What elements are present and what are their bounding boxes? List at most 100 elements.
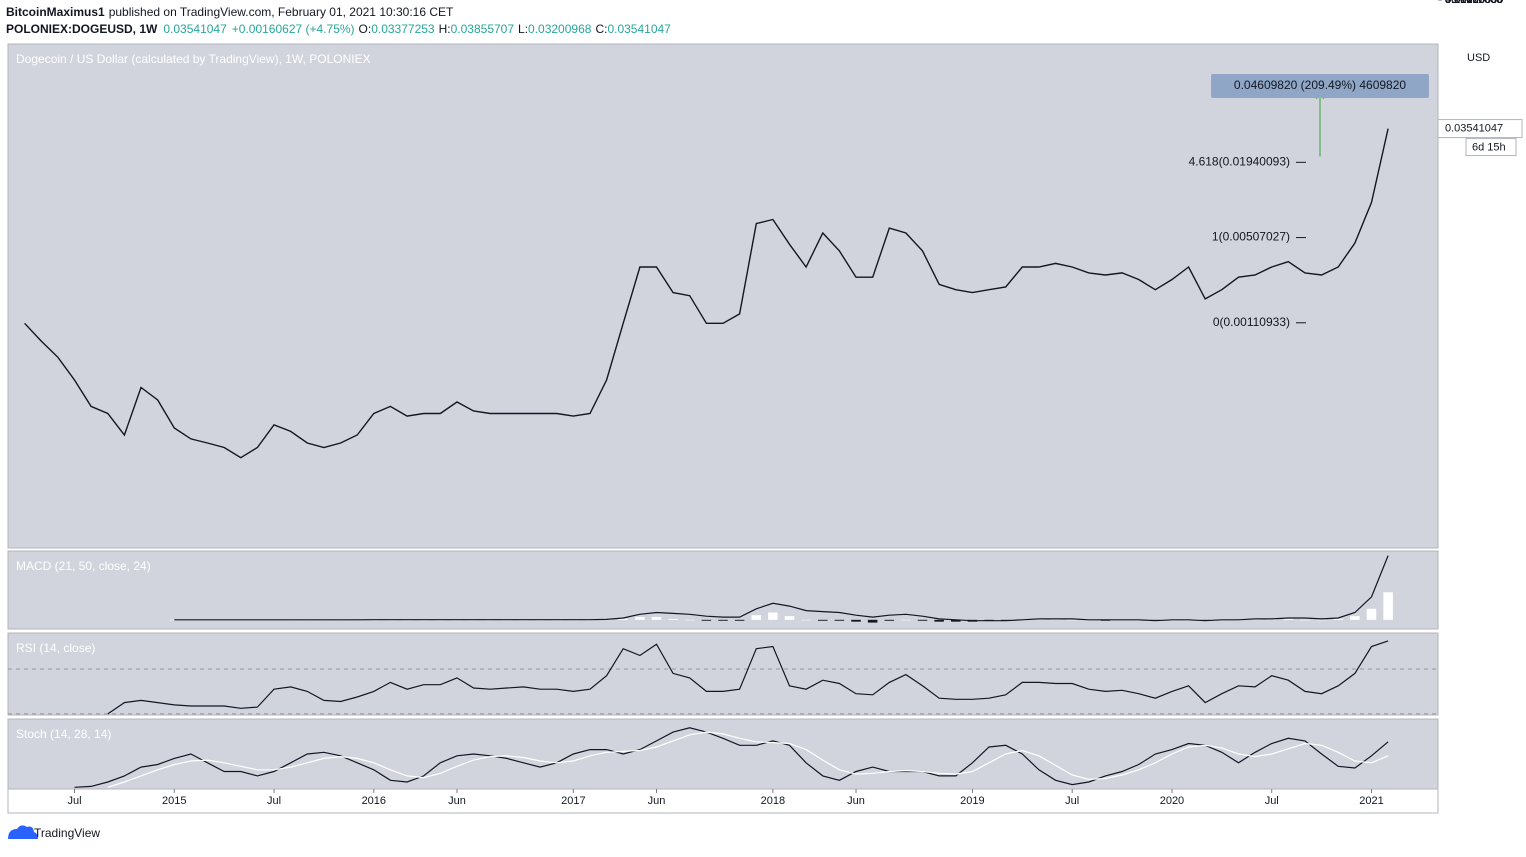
footer-brand[interactable]: TradingView [8,825,100,840]
y-tick-label: 0.02000000 [1445,0,1503,6]
y-tick-label: 0.00700000 [1445,0,1503,6]
macd-histogram-bar [684,619,695,621]
last-price-label: 0.03541047 [1445,122,1503,134]
price-change: +0.00160627 (+4.75%) [232,22,355,36]
y-tick-label: 0.00025000 [1445,0,1503,6]
author: BitcoinMaximus1 [6,5,105,19]
published-info: published on TradingView.com, February 0… [109,5,454,19]
macd-histogram-bar [718,619,728,621]
y-tick-label: 0.06000000 [1445,0,1503,6]
pane-background [7,632,1439,716]
x-tick-label: Jun [847,795,865,807]
pane-title: Stoch (14, 28, 14) [16,727,111,741]
ohlc-value: 0.03855707 [451,22,515,36]
x-tick-label: Jul [267,795,281,807]
macd-histogram-bar [701,619,712,621]
y-tick-label: 0.00011000 [1445,0,1502,6]
last-price: 0.03541047 [163,22,227,36]
macd-histogram-bar [1366,608,1377,620]
x-tick-label: Jun [648,795,666,807]
macd-histogram-bar [1067,619,1077,621]
macd-histogram-bar [1350,616,1360,620]
series-line [107,731,1389,788]
y-tick-label: 0.00050000 [1445,0,1503,6]
x-tick-label: 2018 [761,795,785,807]
time-axis [7,788,1439,814]
pane-title: Dogecoin / US Dollar (calculated by Trad… [16,52,371,66]
macd-histogram-bar [917,619,928,621]
y-tick-label: 0.00090000 [1445,0,1503,6]
macd-histogram-bar [651,617,662,620]
macd-histogram-bar [1300,619,1310,621]
y-tick-label: 0.00150000 [1445,0,1503,6]
y-tick-label: 40.00 [1445,0,1473,6]
y-tick-label: 0.00400000 [1445,0,1503,6]
fib-label: 4.618(0.01940093) [1189,154,1290,168]
fib-label: 1(0.00507027) [1212,230,1290,244]
pane-title: RSI (14, close) [16,641,95,655]
countdown-label: 6d 15h [1472,141,1506,153]
x-tick-label: Jun [448,795,466,807]
y-tick-label: 40.00 [1445,0,1473,6]
ohlc-value: 0.03541047 [607,22,671,36]
brand-name: TradingView [34,826,100,840]
macd-histogram-bar [1383,592,1393,620]
pane-background [7,718,1439,790]
x-tick-label: 2019 [960,795,984,807]
macd-histogram-bar [734,619,745,621]
ohlc-label: L: [518,22,528,36]
x-tick-label: Jul [1265,795,1279,807]
macd-histogram-bar [884,619,895,621]
macd-histogram-bar [1316,619,1327,621]
last-price-tag [1437,119,1523,139]
x-tick-label: 2016 [362,795,386,807]
measure-box [1211,74,1429,98]
series-line [74,727,1389,788]
macd-histogram-bar [618,618,628,620]
series-line [174,555,1389,622]
x-tick-label: 2021 [1359,795,1383,807]
x-tick-label: Jul [1065,795,1079,807]
series-line [107,640,1389,715]
y-tick-label: 0.00003000 [1445,0,1503,6]
y-tick-label: 0.00000000 [1445,0,1503,6]
x-tick-label: Jul [67,795,81,807]
x-tick-label: 2020 [1160,795,1184,807]
macd-histogram-bar [851,619,861,622]
ohlc-label: H: [439,22,451,36]
brand-logo [8,825,38,839]
macd-histogram-bar [801,619,811,621]
macd-histogram-bar [867,619,878,623]
macd-histogram-bar [951,619,961,622]
publish-line: BitcoinMaximus1 published on TradingView.… [6,5,454,19]
pane-title: MACD (21, 50, close, 24) [16,559,151,573]
y-tick-label: 80.00 [1445,0,1473,6]
macd-histogram-bar [169,619,180,621]
macd-histogram-bar [635,617,645,620]
currency-label: USD [1467,52,1490,64]
macd-histogram-bar [818,619,828,621]
ohlc-label: O: [359,22,372,36]
macd-histogram-bar [668,618,678,620]
pane-background [7,550,1439,630]
macd-histogram-bar [751,615,762,620]
fib-label: 0(0.00110933) [1213,315,1290,329]
ohlc-value: 0.03377253 [371,22,435,36]
symbol: POLONIEX:DOGEUSD, 1W [6,22,158,36]
symbol-line: POLONIEX:DOGEUSD, 1W 0.03541047 +0.0016062… [6,22,671,36]
macd-histogram-bar [901,619,911,621]
pane-background [7,43,1439,549]
ohlc-label: C: [595,22,607,36]
y-tick-label: 0.10000000 [1445,0,1503,6]
measure-label: 0.04609820 (209.49%) 4609820 [1234,78,1406,92]
macd-histogram-bar [784,616,795,620]
macd-histogram-bar [1333,618,1343,620]
y-tick-label: 0.00250000 [1445,0,1503,6]
y-tick-label: 0.01200000 [1445,0,1503,6]
macd-histogram-bar [834,619,845,621]
macd-histogram-bar [768,612,778,620]
countdown-tag [1465,138,1517,157]
x-tick-label: 2015 [162,795,186,807]
macd-histogram-bar [1283,618,1294,620]
